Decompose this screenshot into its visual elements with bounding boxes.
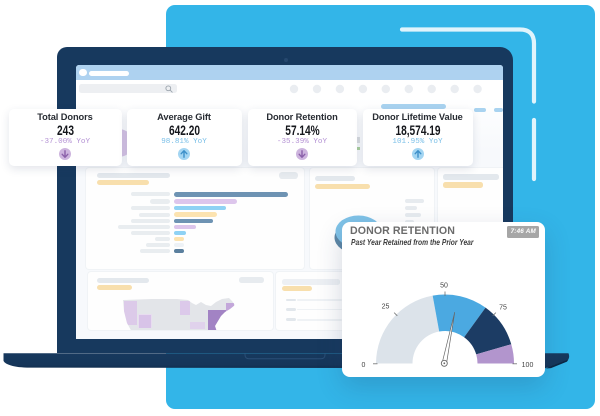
svg-text:50: 50 bbox=[440, 283, 448, 290]
svg-text:0: 0 bbox=[362, 362, 366, 369]
svg-text:75: 75 bbox=[499, 305, 507, 312]
svg-text:100: 100 bbox=[522, 362, 534, 369]
svg-text:25: 25 bbox=[382, 304, 390, 311]
